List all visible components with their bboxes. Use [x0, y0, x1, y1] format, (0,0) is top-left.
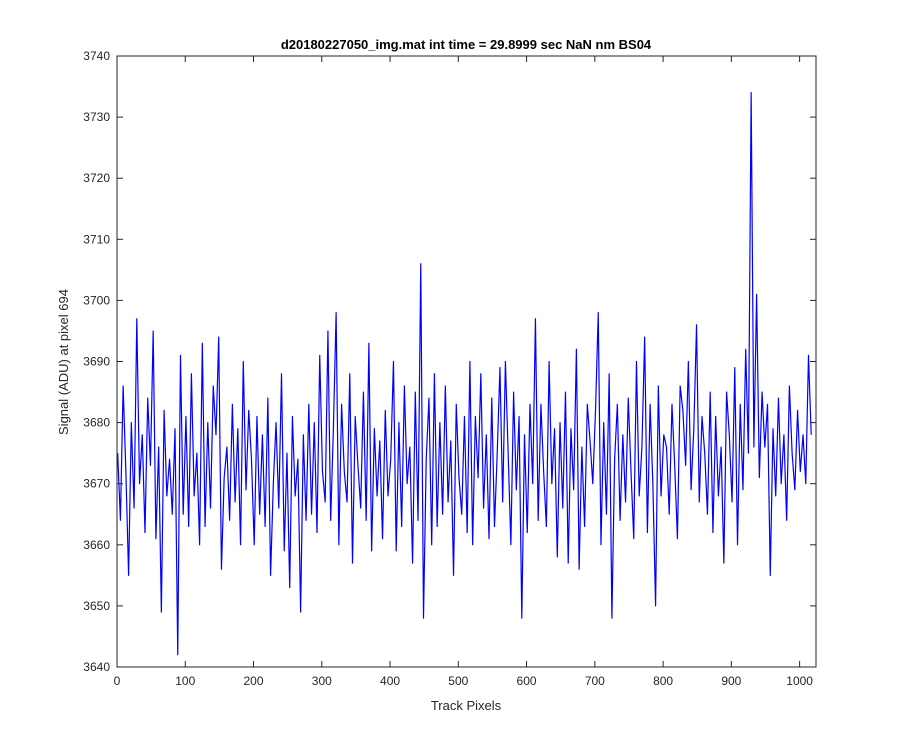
y-tick-label: 3700: [83, 293, 110, 307]
series-line-0: [117, 92, 812, 656]
y-tick-label: 3640: [83, 660, 110, 674]
x-tick-label: 800: [653, 674, 673, 688]
x-tick-label: 900: [721, 674, 741, 688]
x-tick-label: 100: [175, 674, 195, 688]
x-tick-label: 200: [244, 674, 264, 688]
x-tick-label: 400: [380, 674, 400, 688]
y-axis: 3640 3650 3660 3670 3680 3690 3700 3710 3720 3730…: [83, 49, 816, 674]
y-tick-label: 3650: [83, 599, 110, 613]
y-tick-label: 3690: [83, 355, 110, 369]
y-tick-label: 3710: [83, 232, 110, 246]
x-tick-label: 0: [114, 674, 121, 688]
x-axis: 0 100 200 300 400 500 600 700 800 900 1000: [114, 56, 813, 688]
y-tick-label: 3660: [83, 538, 110, 552]
x-tick-label: 600: [517, 674, 537, 688]
y-tick-label: 3670: [83, 477, 110, 491]
y-tick-label: 3720: [83, 171, 110, 185]
plot-background: [117, 56, 816, 667]
y-tick-label: 3740: [83, 49, 110, 63]
x-tick-label: 700: [585, 674, 605, 688]
y-axis-label: Signal (ADU) at pixel 694: [56, 289, 71, 435]
chart-title: d20180227050_img.mat int time = 29.8999 …: [281, 37, 652, 52]
y-tick-label: 3680: [83, 416, 110, 430]
x-tick-label: 1000: [786, 674, 813, 688]
x-tick-label: 300: [312, 674, 332, 688]
y-tick-label: 3730: [83, 110, 110, 124]
plot-area: [116, 55, 817, 668]
x-axis-label: Track Pixels: [431, 698, 502, 713]
x-tick-label: 500: [448, 674, 468, 688]
